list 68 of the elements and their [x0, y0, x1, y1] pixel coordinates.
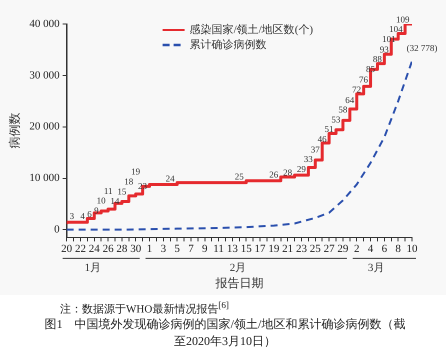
data-label: 10 — [96, 196, 106, 206]
data-label: 28 — [283, 168, 293, 178]
data-label: 15 — [117, 186, 127, 196]
data-label: 29 — [296, 164, 306, 174]
data-label: 25 — [234, 171, 244, 182]
x-tick-label: 1 — [146, 242, 152, 255]
x-tick-label: 19 — [268, 242, 280, 255]
x-tick-label: 5 — [174, 242, 180, 255]
data-label: 72 — [352, 84, 362, 95]
text: 2月 — [230, 262, 246, 274]
data-label: 26 — [269, 169, 279, 180]
x-tick-label: 4 — [368, 242, 374, 255]
data-label: 104 — [389, 24, 404, 34]
data-label: 53 — [331, 114, 341, 124]
y-axis-title: 病例数 — [7, 112, 22, 149]
x-tick-label: 11 — [213, 242, 224, 255]
x-tick-label: 26 — [102, 242, 114, 255]
x-tick-label: 27 — [324, 242, 336, 255]
text: 图1 中国境外发现确诊病例的国家/领土/地区和累计确诊病例数（截至2020年3月10日） — [44, 316, 406, 350]
y-tick-label: 30 000 — [29, 69, 60, 82]
y-tick-label: 40 000 — [29, 18, 60, 30]
text: 3月 — [368, 262, 384, 274]
data-label: 101 — [382, 34, 396, 44]
text: 注：数据源于WHO最新情况报告$^{[6]}$ — [60, 300, 229, 317]
x-tick-label: 13 — [226, 242, 238, 255]
data-label: 4 — [80, 211, 86, 222]
text: 1月 — [84, 262, 102, 274]
x-tick-label: 30 — [130, 242, 142, 255]
y-tick-label: 0 — [54, 224, 60, 236]
data-label: 46 — [318, 134, 328, 144]
y-tick-label: 20 000 — [29, 120, 60, 133]
data-label: (32 778) — [406, 42, 438, 53]
data-label: 88 — [372, 54, 382, 64]
legend-label: 感染国家/领土/地区数(个) — [190, 22, 314, 36]
x-tick-label: 20 — [61, 242, 73, 255]
data-label: 76 — [359, 74, 369, 85]
x-tick-label: 22 — [74, 242, 86, 255]
data-label: 3 — [70, 211, 75, 222]
x-tick-label: 25 — [310, 242, 322, 255]
data-label: 33 — [304, 154, 314, 164]
y-tick-label: 10 000 — [29, 172, 60, 184]
data-label: 64 — [345, 95, 355, 106]
x-tick-label: 24 — [88, 242, 100, 255]
x-tick-label: 21 — [282, 242, 294, 255]
x-tick-label: 17 — [254, 242, 266, 255]
data-label: 19 — [131, 166, 141, 177]
data-label: 51 — [324, 124, 334, 134]
x-tick-label: 9 — [202, 242, 208, 255]
data-label: 11 — [104, 186, 112, 196]
x-tick-label: 15 — [240, 242, 252, 255]
x-axis-title: 报告日期 — [214, 276, 264, 290]
data-label: 37 — [310, 144, 320, 154]
data-label: 24 — [166, 173, 176, 184]
x-tick-label: 29 — [337, 242, 349, 255]
x-tick-label: 2 — [354, 242, 360, 255]
x-tick-label: 3 — [160, 242, 167, 255]
x-tick-label: 28 — [116, 242, 128, 255]
x-tick-label: 6 — [382, 242, 388, 255]
data-label: 109 — [396, 14, 410, 24]
data-label: 58 — [338, 104, 348, 115]
x-tick-label: 23 — [296, 242, 308, 255]
x-tick-label: 8 — [395, 242, 402, 255]
x-tick-label: 10 — [406, 242, 418, 255]
x-tick-label: 7 — [188, 242, 194, 255]
data-label: 18 — [124, 176, 134, 186]
data-label: 6 — [87, 209, 92, 220]
legend-label: 累计确诊病例数 — [190, 38, 267, 51]
data-label: 93 — [380, 44, 390, 55]
